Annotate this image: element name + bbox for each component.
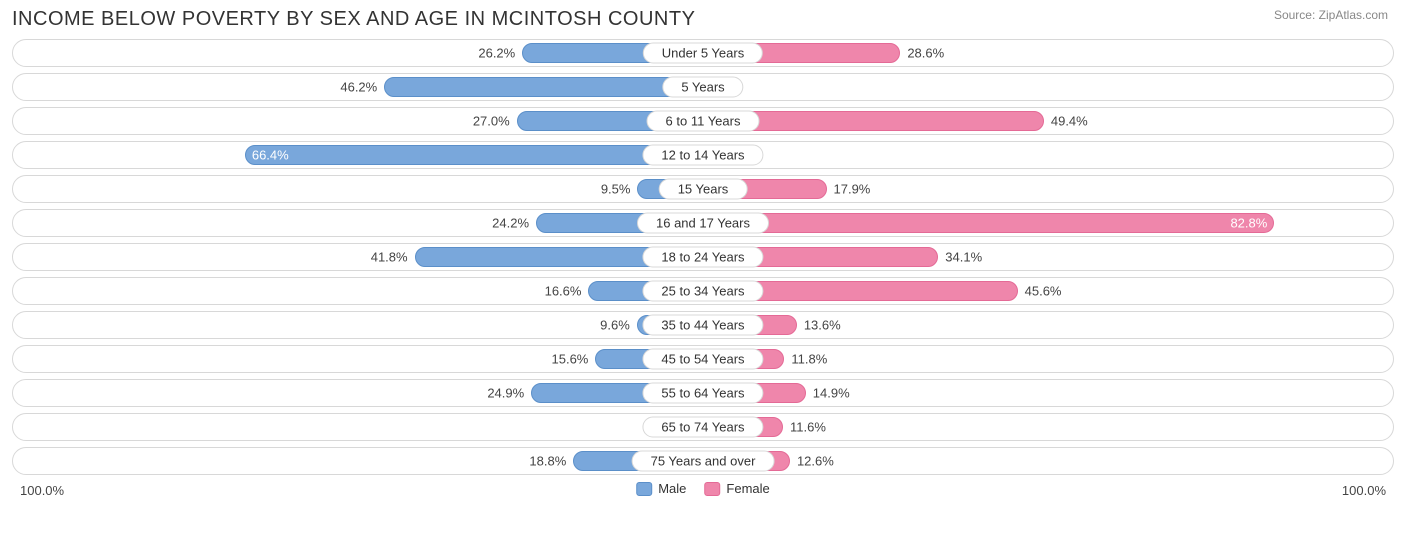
- male-value: 41.8%: [371, 250, 416, 265]
- category-label: 75 Years and over: [632, 451, 775, 472]
- bar-row: 9.5% 17.9% 15 Years: [12, 175, 1394, 203]
- male-value: 24.9%: [487, 386, 532, 401]
- bar-row: 18.8% 12.6% 75 Years and over: [12, 447, 1394, 475]
- female-value: 11.8%: [783, 352, 827, 367]
- female-bar: 82.8%: [703, 213, 1274, 233]
- male-value: 26.2%: [478, 46, 523, 61]
- female-value: 28.6%: [899, 46, 944, 61]
- bar-row: 41.8% 34.1% 18 to 24 Years: [12, 243, 1394, 271]
- bar-row: 24.2% 82.8% 16 and 17 Years: [12, 209, 1394, 237]
- category-label: 5 Years: [662, 77, 743, 98]
- bar-row: 2.7%11.6%65 to 74 Years: [12, 413, 1394, 441]
- category-label: Under 5 Years: [643, 43, 763, 64]
- female-swatch-icon: [704, 482, 720, 496]
- legend-label: Female: [726, 481, 769, 496]
- category-label: 35 to 44 Years: [642, 315, 763, 336]
- category-label: 65 to 74 Years: [642, 417, 763, 438]
- legend: Male Female: [636, 481, 770, 496]
- axis-label-right: 100.0%: [1342, 483, 1386, 498]
- male-bar: 66.4%: [245, 145, 703, 165]
- category-label: 12 to 14 Years: [642, 145, 763, 166]
- female-value: 12.6%: [789, 454, 834, 469]
- chart-source: Source: ZipAtlas.com: [1274, 8, 1388, 22]
- axis-label-left: 100.0%: [20, 483, 64, 498]
- bar-row: 9.6% 13.6% 35 to 44 Years: [12, 311, 1394, 339]
- chart-title: INCOME BELOW POVERTY BY SEX AND AGE IN M…: [12, 8, 695, 31]
- male-bar: 46.2%: [384, 77, 703, 97]
- male-value: 46.2%: [340, 80, 385, 95]
- male-swatch-icon: [636, 482, 652, 496]
- male-value: 18.8%: [529, 454, 574, 469]
- chart-header: INCOME BELOW POVERTY BY SEX AND AGE IN M…: [0, 0, 1406, 37]
- chart-footer: 100.0% Male Female 100.0%: [0, 481, 1406, 521]
- bar-row: 15.6% 11.8% 45 to 54 Years: [12, 345, 1394, 373]
- legend-item-male: Male: [636, 481, 686, 496]
- male-value: 9.6%: [600, 318, 638, 333]
- bar-row: 27.0% 49.4% 6 to 11 Years: [12, 107, 1394, 135]
- category-label: 55 to 64 Years: [642, 383, 763, 404]
- legend-item-female: Female: [704, 481, 769, 496]
- bar-row: 26.2% 28.6% Under 5 Years: [12, 39, 1394, 67]
- bar-row: 66.4%0.0%12 to 14 Years: [12, 141, 1394, 169]
- chart-body: 26.2% 28.6% Under 5 Years 46.2%0.0%5 Years 2…: [0, 37, 1406, 475]
- male-value: 24.2%: [492, 216, 537, 231]
- bar-row: 46.2%0.0%5 Years: [12, 73, 1394, 101]
- bar-row: 24.9% 14.9% 55 to 64 Years: [12, 379, 1394, 407]
- female-value: 34.1%: [937, 250, 982, 265]
- male-value: 66.4%: [252, 148, 289, 163]
- male-value: 15.6%: [552, 352, 597, 367]
- bar-row: 16.6% 45.6% 25 to 34 Years: [12, 277, 1394, 305]
- male-value: 16.6%: [545, 284, 590, 299]
- female-value: 13.6%: [796, 318, 841, 333]
- category-label: 18 to 24 Years: [642, 247, 763, 268]
- female-value: 17.9%: [826, 182, 871, 197]
- category-label: 15 Years: [659, 179, 748, 200]
- category-label: 45 to 54 Years: [642, 349, 763, 370]
- category-label: 6 to 11 Years: [647, 111, 760, 132]
- female-value: 11.6%: [782, 420, 826, 435]
- female-value: 14.9%: [805, 386, 850, 401]
- female-value: 49.4%: [1043, 114, 1088, 129]
- category-label: 16 and 17 Years: [637, 213, 769, 234]
- male-value: 27.0%: [473, 114, 518, 129]
- male-value: 9.5%: [601, 182, 639, 197]
- category-label: 25 to 34 Years: [642, 281, 763, 302]
- female-value: 82.8%: [1230, 216, 1267, 231]
- female-value: 45.6%: [1017, 284, 1062, 299]
- legend-label: Male: [658, 481, 686, 496]
